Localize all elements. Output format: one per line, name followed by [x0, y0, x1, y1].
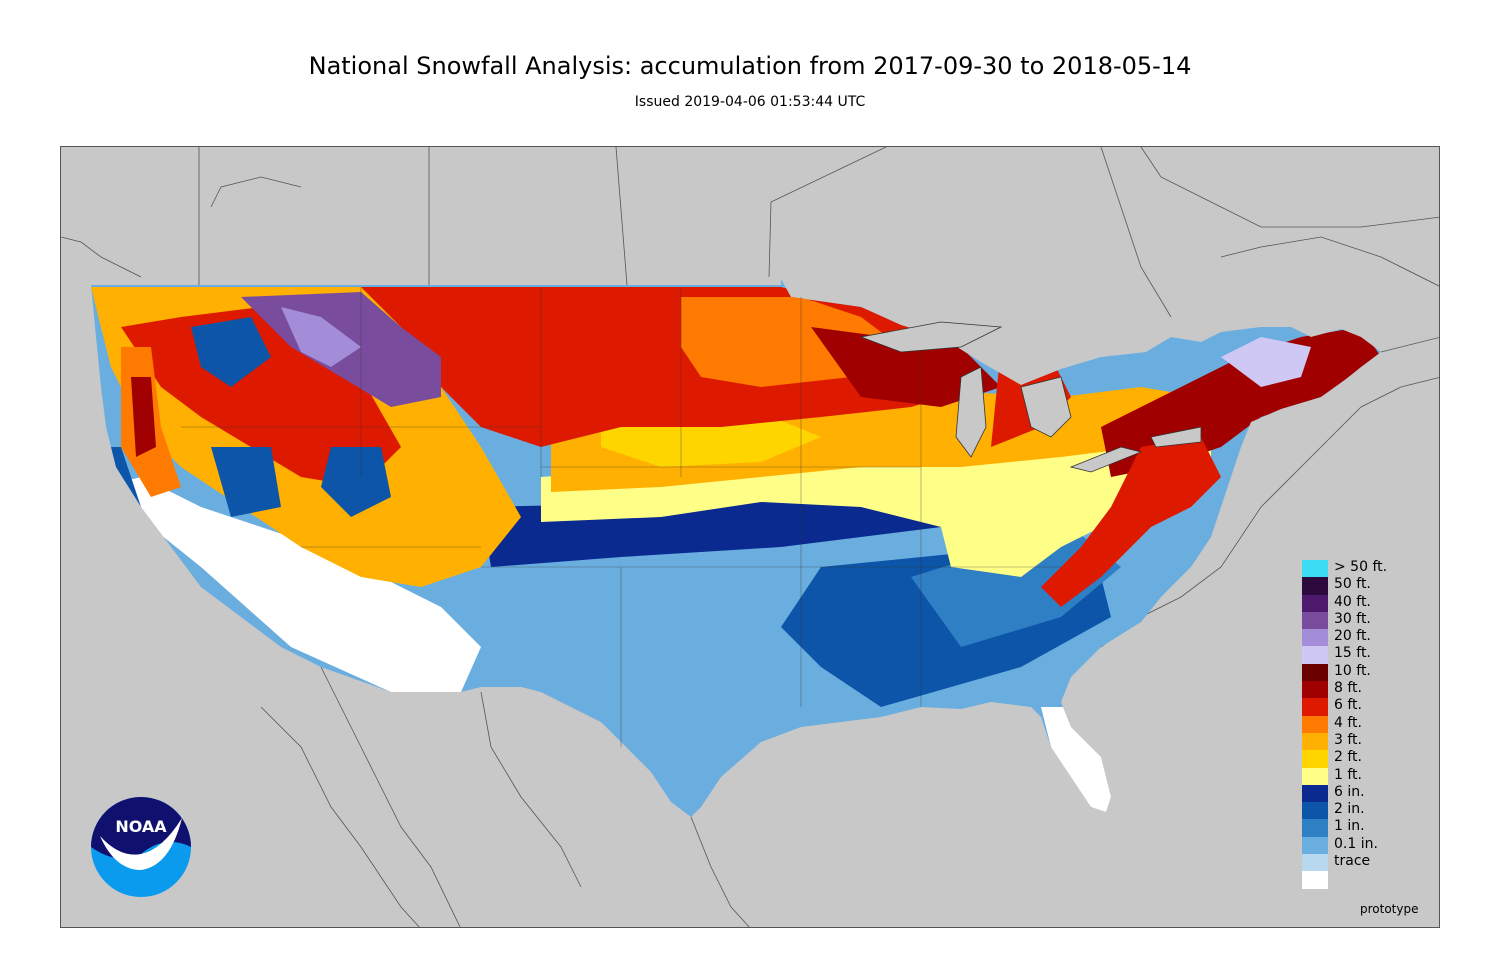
legend-label: 15 ft. [1334, 645, 1371, 662]
legend-item: 15 ft. [1302, 645, 1412, 664]
legend-swatch [1302, 663, 1328, 682]
legend-item: 40 ft. [1302, 593, 1412, 612]
map-title: National Snowfall Analysis: accumulation… [308, 52, 1192, 80]
legend-swatch [1302, 560, 1328, 578]
legend-item [1302, 871, 1412, 889]
legend-swatch [1302, 629, 1328, 647]
legend-swatch [1302, 836, 1328, 855]
legend-item: 2 in. [1302, 801, 1412, 820]
legend-item: 1 ft. [1302, 766, 1412, 785]
legend-swatch [1302, 715, 1328, 733]
noaa-logo-text: NOAA [115, 817, 167, 836]
map-subtitle: Issued 2019-04-06 01:53:44 UTC [634, 94, 866, 110]
legend-label: 6 in. [1334, 783, 1365, 800]
lake-huron [1020, 376, 1072, 438]
lake-michigan [955, 366, 987, 458]
legend-item: trace [1302, 853, 1412, 872]
legend-label: > 50 ft. [1334, 559, 1388, 575]
state-lines [181, 287, 1061, 747]
prototype-watermark: prototype [1360, 902, 1419, 916]
legend-item: 4 ft. [1302, 714, 1412, 733]
legend-item: 8 ft. [1302, 680, 1412, 699]
noaa-logo-top [91, 797, 191, 859]
legend-item: 20 ft. [1302, 628, 1412, 647]
legend-item: 6 ft. [1302, 697, 1412, 716]
legend-swatch [1302, 594, 1328, 612]
legend-swatch [1302, 802, 1328, 820]
legend-item: 6 in. [1302, 783, 1412, 803]
legend-swatch [1302, 784, 1328, 803]
legend-label: trace [1334, 853, 1371, 870]
legend-item: 0.1 in. [1302, 835, 1412, 855]
legend-item: 1 in. [1302, 818, 1412, 837]
legend: > 50 ft. 50 ft. 40 ft. 30 ft. 20 ft. 15 ft. 10… [1302, 559, 1412, 889]
legend-label: 2 in. [1334, 801, 1365, 818]
legend-item: 50 ft. [1302, 576, 1412, 595]
snowfall-field [91, 279, 1381, 817]
basemap-lines [61, 147, 1439, 927]
map-canvas [61, 147, 1439, 927]
legend-swatch [1302, 819, 1328, 837]
lake-superior [859, 321, 1003, 353]
legend-label: 0.1 in. [1334, 835, 1378, 852]
legend-swatch [1302, 750, 1328, 768]
legend-item: 2 ft. [1302, 749, 1412, 768]
legend-swatch [1302, 871, 1328, 889]
legend-item: 10 ft. [1302, 662, 1412, 682]
legend-swatch [1302, 698, 1328, 716]
noaa-logo-wave [100, 818, 182, 870]
legend-label: 50 ft. [1334, 576, 1371, 593]
legend-label: 1 in. [1334, 818, 1365, 835]
legend-label: 40 ft. [1334, 593, 1371, 610]
legend-swatch [1302, 732, 1328, 751]
noaa-logo: NOAA [91, 797, 191, 897]
legend-label: 4 ft. [1334, 714, 1362, 731]
legend-swatch [1302, 854, 1328, 872]
legend-swatch [1302, 767, 1328, 785]
legend-swatch [1302, 681, 1328, 699]
legend-label: 3 ft. [1334, 731, 1362, 748]
legend-label: 6 ft. [1334, 697, 1362, 714]
legend-item: 30 ft. [1302, 610, 1412, 630]
legend-item: > 50 ft. [1302, 559, 1412, 578]
snowfall-map [60, 146, 1440, 928]
lake-ontario [1150, 426, 1202, 448]
lake-erie [1069, 446, 1143, 473]
legend-swatch [1302, 611, 1328, 630]
legend-label: 2 ft. [1334, 749, 1362, 766]
legend-swatch [1302, 646, 1328, 664]
legend-label: 8 ft. [1334, 680, 1362, 697]
legend-label: 10 ft. [1334, 662, 1371, 679]
great-lakes [859, 321, 1202, 473]
legend-item: 3 ft. [1302, 731, 1412, 751]
legend-label: 30 ft. [1334, 610, 1371, 627]
legend-label: 1 ft. [1334, 766, 1362, 783]
legend-swatch [1302, 577, 1328, 595]
legend-label: 20 ft. [1334, 628, 1371, 645]
